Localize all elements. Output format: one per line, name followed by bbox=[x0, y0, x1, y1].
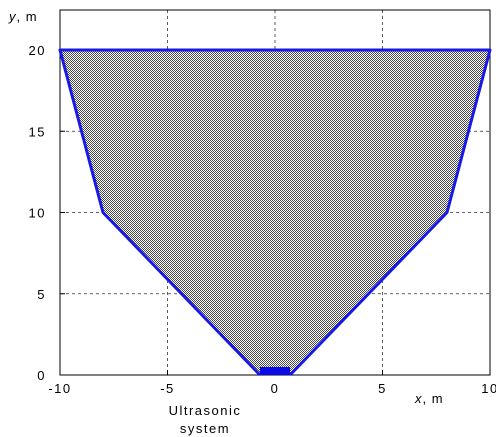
y-axis-var: y bbox=[8, 9, 17, 24]
x-tick-label: 0 bbox=[271, 381, 280, 396]
coverage-region bbox=[60, 50, 490, 375]
x-tick-labels: -10 -5 0 5 10 bbox=[48, 381, 496, 396]
y-axis-unit: , m bbox=[17, 9, 38, 24]
y-tick-labels: 0 5 10 15 20 bbox=[29, 43, 46, 383]
ultrasonic-sensor-marker bbox=[259, 367, 291, 375]
sensor-label-line-2: system bbox=[180, 421, 230, 436]
x-tick-label: 10 bbox=[481, 381, 496, 396]
x-tick-label: -5 bbox=[160, 381, 175, 396]
x-tick-label: -10 bbox=[48, 381, 71, 396]
x-axis-var: x bbox=[414, 391, 423, 406]
x-axis-label: x, m bbox=[414, 391, 444, 406]
x-tick-label: 5 bbox=[378, 381, 387, 396]
y-tick-label: 0 bbox=[37, 368, 46, 383]
y-tick-label: 10 bbox=[29, 206, 46, 221]
coverage-outline bbox=[58, 48, 492, 377]
y-tick-label: 5 bbox=[37, 287, 46, 302]
y-tick-label: 20 bbox=[29, 43, 46, 58]
x-axis-unit: , m bbox=[423, 391, 444, 406]
y-axis-label: y, m bbox=[8, 9, 38, 24]
sensor-label-line-1: Ultrasonic bbox=[169, 403, 242, 418]
y-tick-label: 15 bbox=[29, 124, 46, 139]
